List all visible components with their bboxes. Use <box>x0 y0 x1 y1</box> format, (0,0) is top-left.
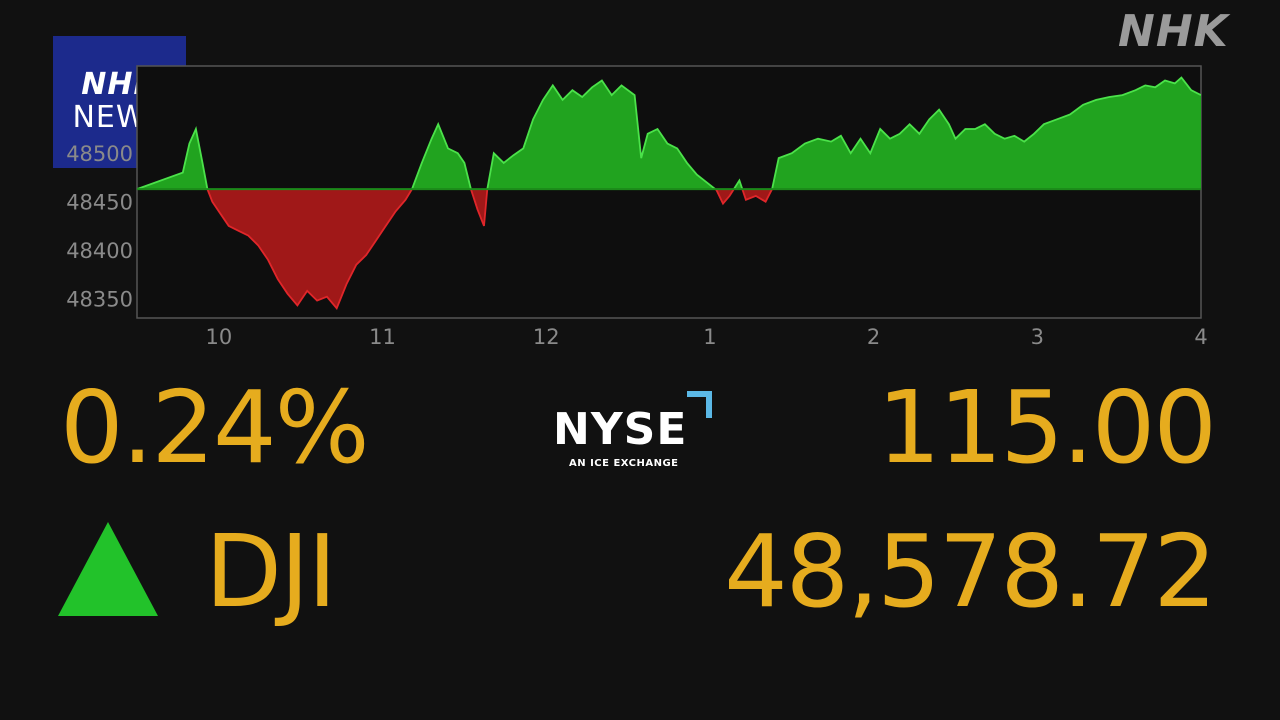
x-tick-label: 2 <box>867 325 880 349</box>
index-name: DJI <box>205 513 337 630</box>
point-change: 115.00 <box>877 369 1217 486</box>
x-tick-label: 12 <box>533 325 560 349</box>
x-tick-label: 3 <box>1031 325 1044 349</box>
y-tick-label: 48350 <box>66 288 133 312</box>
nhk-corner-logo: NHK <box>1118 6 1229 57</box>
x-tick-label: 1 <box>703 325 716 349</box>
index-value: 48,578.72 <box>724 513 1217 630</box>
y-tick-label: 48450 <box>66 191 133 215</box>
up-triangle-icon <box>58 522 158 616</box>
percent-change: 0.24% <box>60 369 370 486</box>
area-below-baseline <box>137 189 1201 309</box>
x-tick-label: 4 <box>1194 325 1207 349</box>
line-below-baseline <box>137 189 774 311</box>
line-above-baseline <box>137 76 1201 190</box>
y-tick-label: 48400 <box>66 239 133 263</box>
exchange-tagline: AN ICE EXCHANGE <box>569 458 679 469</box>
y-tick-label: 48500 <box>66 142 133 166</box>
x-tick-label: 11 <box>369 325 396 349</box>
nyse-logo: NYSE AN ICE EXCHANGE <box>553 386 723 476</box>
exchange-name: NYSE <box>553 404 688 455</box>
corner-bracket-icon <box>687 391 712 418</box>
x-tick-label: 10 <box>205 325 232 349</box>
area-above-baseline <box>137 77 1201 190</box>
